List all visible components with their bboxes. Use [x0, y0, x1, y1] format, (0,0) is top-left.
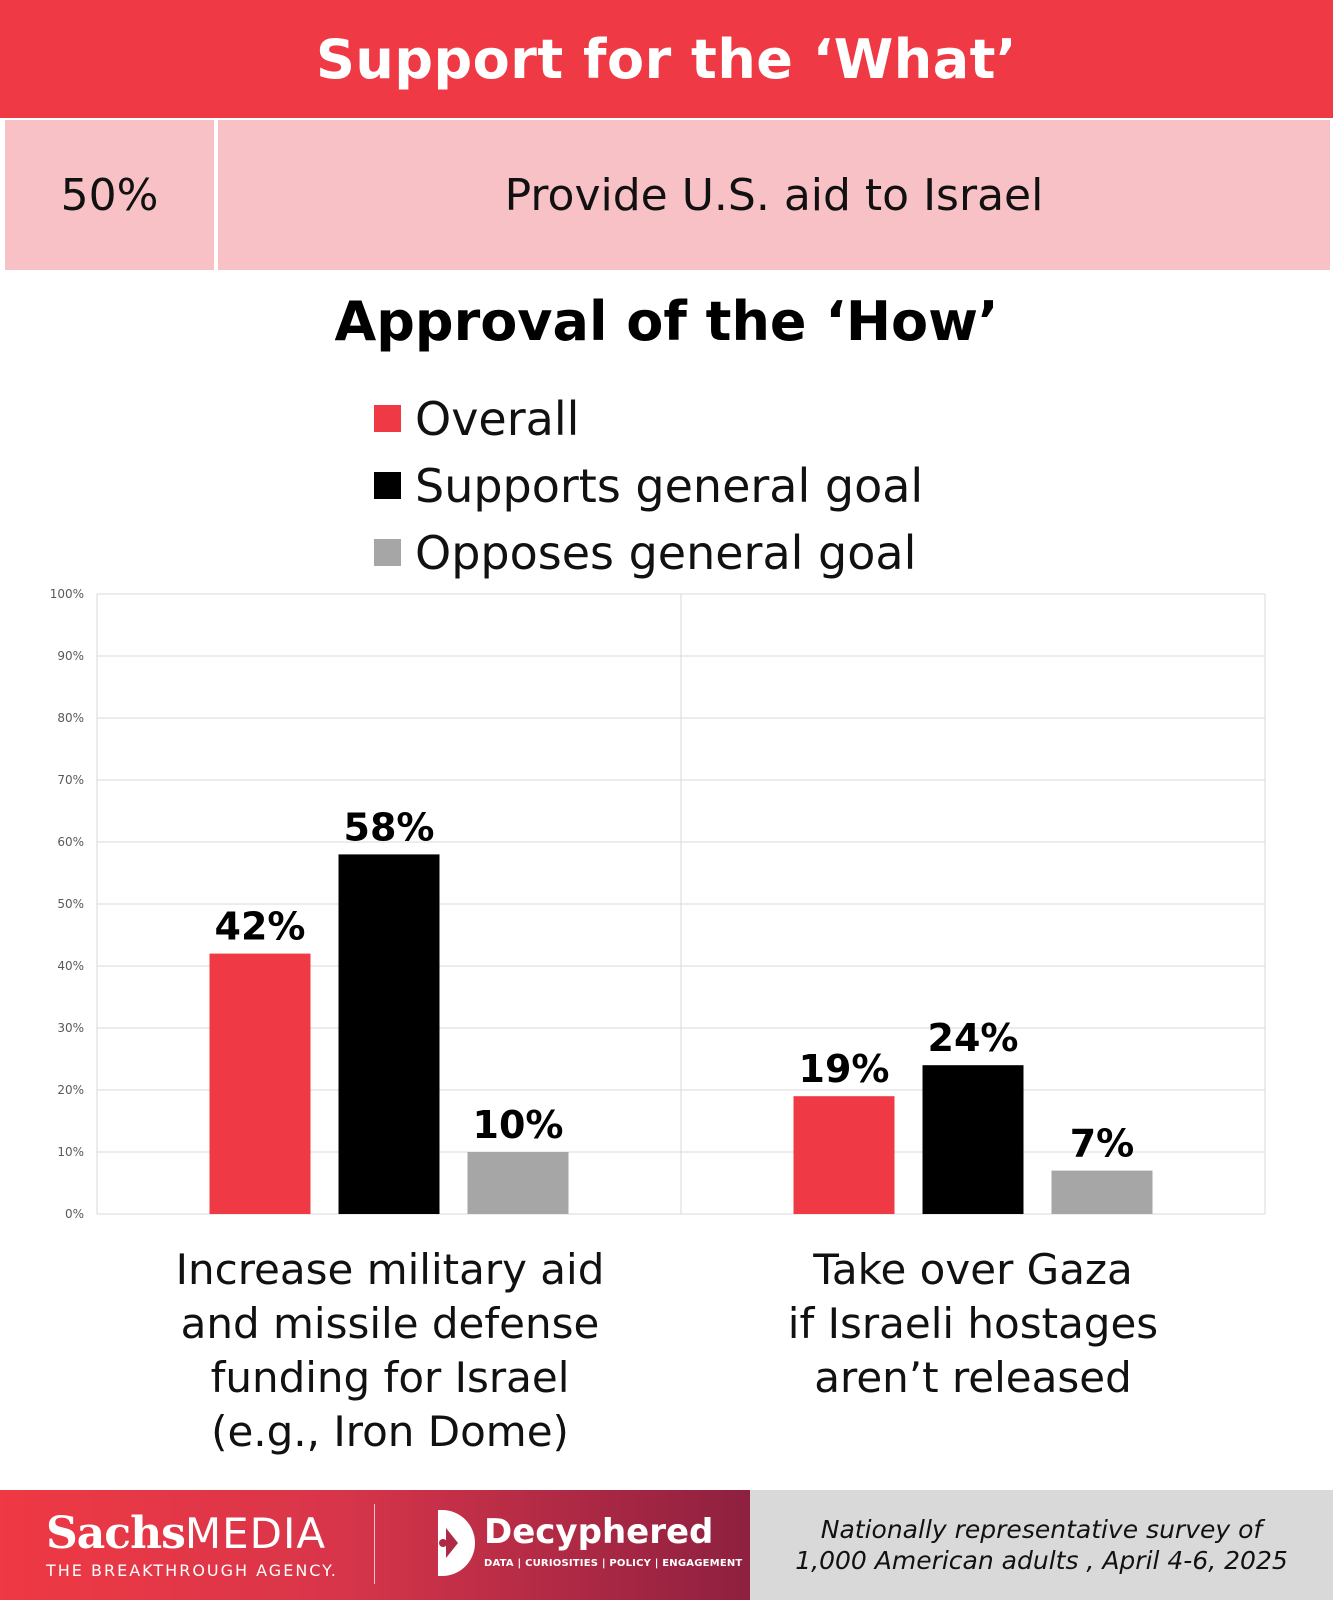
bar [209, 953, 311, 1214]
decyphered-tagline: DATA | CURIOSITIES | POLICY | ENGAGEMENT [484, 1558, 743, 1569]
y-tick-label: 20% [57, 1083, 84, 1097]
legend-item-opposes: Opposes general goal [374, 519, 923, 586]
decyphered-icon [438, 1510, 475, 1576]
legend-label-opposes: Opposes general goal [415, 525, 917, 580]
bar [793, 1096, 895, 1214]
bar [467, 1152, 569, 1214]
legend-swatch-overall [374, 405, 401, 432]
support-statement: Provide U.S. aid to Israel [218, 120, 1330, 270]
legend-swatch-opposes [374, 539, 401, 566]
category-label-line: Take over Gaza [813, 1245, 1133, 1294]
survey-note-line: Nationally representative survey of [820, 1515, 1263, 1544]
y-tick-label: 100% [50, 587, 84, 601]
bar-data-label: 58% [344, 805, 435, 849]
category-label-take-over-gaza: Take over Gaza if Israeli hostages aren’… [713, 1243, 1233, 1405]
category-label-line: (e.g., Iron Dome) [211, 1407, 569, 1456]
legend-item-supports: Supports general goal [374, 452, 923, 519]
page-title: Support for the ‘What’ [316, 27, 1017, 91]
category-label-line: funding for Israel [210, 1353, 570, 1402]
decyphered-wordmark: Decyphered [484, 1512, 714, 1552]
header-banner: Support for the ‘What’ [0, 0, 1333, 118]
y-tick-label: 30% [57, 1021, 84, 1035]
y-tick-label: 10% [57, 1145, 84, 1159]
bar-data-label: 19% [799, 1047, 890, 1091]
legend-label-supports: Supports general goal [415, 458, 924, 513]
sachs-tagline: THE BREAKTHROUGH AGENCY. [46, 1561, 338, 1580]
legend-label-overall: Overall [415, 391, 580, 446]
support-percent: 50% [5, 120, 214, 270]
category-label-line: if Israeli hostages [787, 1299, 1159, 1348]
y-tick-label: 40% [57, 959, 84, 973]
y-tick-label: 90% [57, 649, 84, 663]
sachs-media-logo: SachsMEDIA THE BREAKTHROUGH AGENCY. [46, 1508, 338, 1580]
bar [338, 854, 440, 1214]
survey-note-line: 1,000 American adults , April 4-6, 2025 [795, 1546, 1288, 1575]
category-label-line: and missile defense [180, 1299, 600, 1348]
bar-data-label: 42% [215, 905, 306, 949]
chart-legend: Overall Supports general goal Opposes ge… [374, 385, 923, 586]
bar-chart: 0% 10% 20% 30% 40% 50% 60% 70% 80% 90% 100% 42% 58% 1… [50, 587, 1266, 1220]
category-label-military-aid: Increase military aid and missile defens… [130, 1243, 650, 1459]
footer-source-panel: Nationally representative survey of 1,00… [750, 1490, 1333, 1600]
category-label-line: aren’t released [814, 1353, 1132, 1402]
footer-brand-panel: SachsMEDIA THE BREAKTHROUGH AGENCY. Decy… [0, 1490, 750, 1600]
y-tick-label: 50% [57, 897, 84, 911]
category-label-line: Increase military aid [175, 1245, 605, 1294]
y-tick-label: 70% [57, 773, 84, 787]
y-tick-label: 80% [57, 711, 84, 725]
media-logo-word: MEDIA [184, 1509, 327, 1558]
footer-divider [374, 1504, 375, 1584]
survey-note: Nationally representative survey of 1,00… [795, 1514, 1288, 1576]
support-row: 50% Provide U.S. aid to Israel [0, 118, 1333, 272]
legend-item-overall: Overall [374, 385, 923, 452]
legend-swatch-supports [374, 472, 401, 499]
bar-data-label: 10% [473, 1103, 564, 1147]
decyphered-logo: Decyphered DATA | CURIOSITIES | POLICY |… [432, 1506, 742, 1586]
sachs-logo-word: Sachs [46, 1508, 186, 1559]
bar [1051, 1170, 1153, 1214]
bar-data-label: 24% [928, 1016, 1019, 1060]
y-tick-label: 0% [65, 1207, 84, 1220]
chart-title: Approval of the ‘How’ [334, 290, 999, 353]
bar-data-label: 7% [1070, 1122, 1135, 1166]
y-tick-label: 60% [57, 835, 84, 849]
footer: SachsMEDIA THE BREAKTHROUGH AGENCY. Decy… [0, 1490, 1333, 1600]
bar [922, 1065, 1024, 1214]
